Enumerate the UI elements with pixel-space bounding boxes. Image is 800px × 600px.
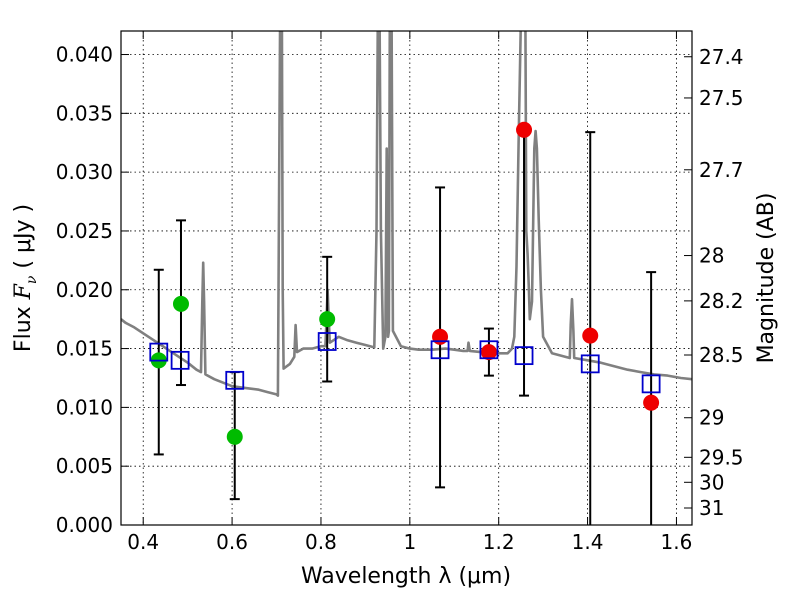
y-axis-label-sub: ν [24, 275, 40, 284]
axes: 0.4 0.6 0.8 1 1.2 1.4 1.6 0.000 0.005 0.010 0.015 0… [56, 31, 744, 554]
model-photometry-point [641, 374, 661, 394]
y-tick-label: 0.020 [56, 278, 113, 302]
model-photometry-point [580, 354, 600, 374]
y-tick-label: 0.025 [56, 219, 113, 243]
y2-tick-label: 30 [699, 470, 724, 494]
model-photometry-point [317, 332, 337, 351]
model-sed-line [121, 31, 692, 397]
grid [121, 31, 692, 526]
y-axis-label-symbol: F [11, 283, 36, 300]
model-photometry-point [430, 340, 450, 360]
observed-point [226, 428, 243, 445]
observed-point [643, 394, 660, 411]
y2-tick-label: 29 [699, 406, 724, 430]
x-tick-label: 0.4 [127, 530, 159, 554]
model-photometry-point [149, 342, 169, 362]
y-tick-label: 0.010 [56, 395, 113, 419]
y-tick-label: 0.035 [56, 101, 113, 125]
plot-frame [120, 30, 693, 526]
y2-tick-label: 31 [699, 496, 724, 520]
y-tick-label: 0.030 [56, 160, 113, 184]
y-tick-label: 0.005 [56, 454, 113, 478]
y-tick-label: 0.040 [56, 43, 113, 67]
x-tick-label: 1.6 [661, 530, 693, 554]
y-axis-label-text: Flux [11, 299, 36, 352]
y2-tick-label: 28.5 [699, 343, 744, 367]
model-photometry-point [514, 346, 534, 366]
y2-tick-label: 28 [699, 244, 724, 268]
y-axis-label: Flux Fν ( μJy ) [11, 204, 40, 352]
x-axis-label: Wavelength λ (μm) [301, 564, 511, 589]
x-tick-label: 1.2 [483, 530, 515, 554]
x-tick-label: 1.4 [572, 530, 604, 554]
x-tick-label: 1 [403, 530, 416, 554]
y2-tick-label: 28.2 [699, 289, 744, 313]
observed-point [582, 327, 599, 344]
y2-tick-label: 27.7 [699, 158, 744, 182]
y-axis-label-unit: ( μJy ) [11, 204, 36, 276]
y2-tick-label: 29.5 [699, 445, 744, 469]
y2-tick-label: 27.4 [699, 45, 744, 69]
y-tick-label: 0.015 [56, 337, 113, 361]
observed-point [319, 311, 336, 328]
y-tick-label: 0.000 [56, 513, 113, 537]
observed-point [172, 295, 189, 312]
model-photometry-point [170, 350, 190, 370]
model-photometry-point [225, 370, 245, 390]
x-tick-label: 0.6 [216, 530, 248, 554]
y2-axis-label: Magnitude (AB) [754, 193, 779, 364]
x-tick-label: 0.8 [305, 530, 337, 554]
plot-area [121, 31, 692, 525]
model-photometry-point [479, 340, 499, 360]
observed-point [516, 121, 533, 138]
y2-tick-label: 27.5 [699, 86, 744, 110]
observed-point [480, 344, 497, 361]
